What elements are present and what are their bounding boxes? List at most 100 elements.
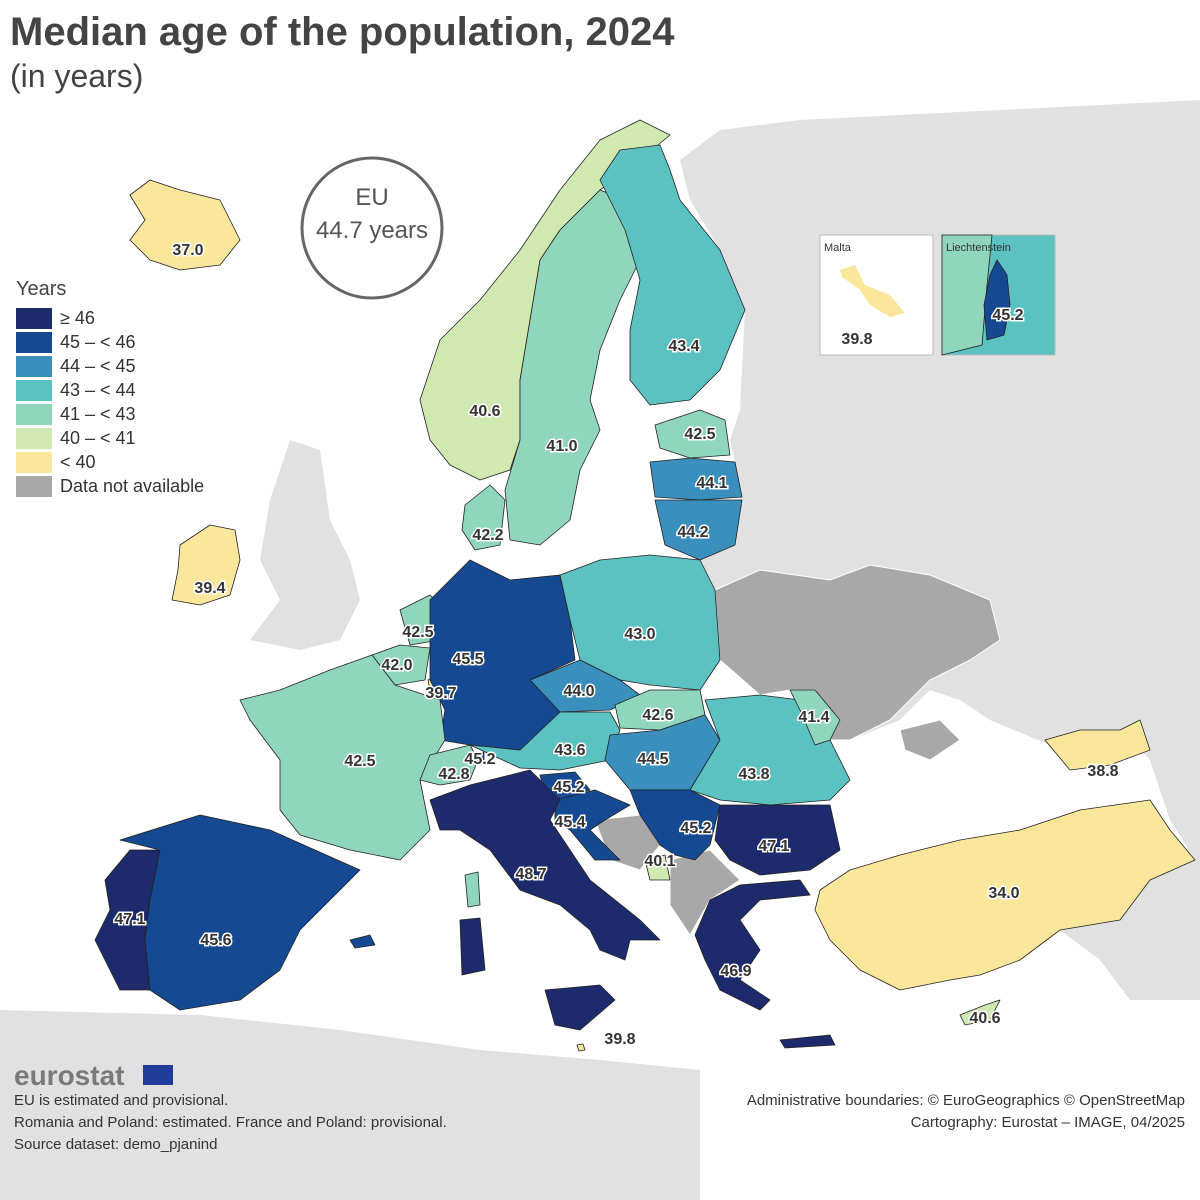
- region-value-label: 43.8: [738, 766, 769, 783]
- region-value-label: 46.9: [720, 963, 751, 980]
- legend: ≥ 46 45 – < 46 44 – < 45 43 – < 44 41 – < 43…: [16, 308, 204, 497]
- region: [419, 744, 479, 786]
- region-value-label: 39.8: [604, 1031, 635, 1048]
- eu-flag: [143, 1065, 173, 1085]
- region: [649, 457, 743, 501]
- credit: Administrative boundaries: © EuroGeograp…: [747, 1092, 1185, 1109]
- region-value-label: 44.0: [563, 683, 594, 700]
- region-value-label: 42.5: [684, 426, 715, 443]
- land-background: [250, 440, 360, 650]
- eu-label: EU: [355, 184, 388, 211]
- footnote: Romania and Poland: estimated. France an…: [14, 1114, 447, 1131]
- region-value-label: 42.6: [642, 707, 673, 724]
- region-value-label: 41.4: [798, 709, 829, 726]
- region-no-data: [899, 719, 961, 761]
- region: [239, 654, 446, 861]
- region-value-label: 38.8: [1087, 763, 1118, 780]
- region-value-label: 42.5: [402, 624, 433, 641]
- region-value-label: 42.0: [381, 657, 412, 674]
- region-value-label: 44.2: [677, 524, 708, 541]
- region: [1044, 719, 1151, 771]
- region-value-label: 45.5: [452, 651, 483, 668]
- region: [654, 409, 731, 459]
- region: [599, 144, 746, 406]
- region: [694, 879, 811, 1011]
- region-value-label: 40.1: [644, 853, 675, 870]
- region-value-label: 43.4: [668, 338, 699, 355]
- region: [554, 789, 631, 861]
- region-value-label: 45.6: [200, 932, 231, 949]
- inset-value: 45.2: [992, 307, 1023, 324]
- legend-swatch: [16, 404, 52, 425]
- region-value-label: 39.4: [194, 580, 225, 597]
- region-value-label: 42.8: [438, 766, 469, 783]
- legend-label: Data not available: [60, 476, 204, 496]
- region: [654, 499, 743, 561]
- regions: [94, 119, 1196, 1052]
- legend-label: ≥ 46: [60, 308, 95, 328]
- inset-region: [983, 259, 1011, 341]
- legend-swatch: [16, 476, 52, 497]
- legend-label: 41 – < 43: [60, 404, 136, 424]
- region: [789, 689, 841, 746]
- region: [504, 189, 641, 546]
- region-value-label: 42.2: [472, 527, 503, 544]
- region-no-data: [714, 564, 1001, 741]
- title: Median age of the population, 2024: [10, 10, 675, 54]
- legend-label: < 40: [60, 452, 96, 472]
- inset-value: 39.8: [841, 331, 872, 348]
- region: [576, 1043, 586, 1052]
- legend-label: 43 – < 44: [60, 380, 136, 400]
- legend-label: 44 – < 45: [60, 356, 136, 376]
- legend-title: Years: [16, 278, 66, 300]
- legend-label: 45 – < 46: [60, 332, 136, 352]
- land-background: [680, 100, 1200, 1000]
- region: [349, 934, 376, 949]
- region-value-label: 44.5: [637, 751, 668, 768]
- region: [119, 814, 361, 1011]
- region: [779, 1034, 836, 1049]
- region-value-label: 44.1: [696, 475, 727, 492]
- region-value-label: 47.1: [114, 911, 145, 928]
- region-value-label: 43.0: [624, 626, 655, 643]
- region: [129, 179, 241, 271]
- region-value-label: 39.7: [425, 685, 456, 702]
- region-value-label: 45.2: [680, 820, 711, 837]
- region-value-label: 47.1: [758, 838, 789, 855]
- region: [469, 711, 621, 771]
- legend-swatch: [16, 308, 52, 329]
- brand: eurostat: [14, 1060, 124, 1091]
- inset-name: Malta: [824, 242, 852, 254]
- region-value-label: 42.5: [344, 753, 375, 770]
- labels: 37.0 39.4 40.6 41.0 43.4 42.5 44.1 44.2 42.2 42.5…: [113, 241, 1120, 1050]
- legend-swatch: [16, 380, 52, 401]
- legend-swatch: [16, 332, 52, 353]
- region-value-label: 41.0: [546, 438, 577, 455]
- region: [477, 751, 485, 765]
- legend-swatch: [16, 452, 52, 473]
- region-value-label: 48.7: [515, 866, 546, 883]
- inset-region: [840, 265, 905, 317]
- region: [714, 804, 841, 876]
- legend-swatch: [16, 428, 52, 449]
- eu-badge: [300, 156, 444, 300]
- region: [544, 984, 616, 1031]
- region: [459, 917, 486, 976]
- region: [959, 999, 1001, 1026]
- region: [629, 789, 721, 861]
- region: [814, 799, 1196, 991]
- region: [644, 854, 671, 881]
- region: [171, 524, 241, 606]
- region-value-label: 40.6: [469, 403, 500, 420]
- legend-label: 40 – < 41: [60, 428, 136, 448]
- eu-value: 44.7 years: [316, 217, 428, 244]
- region-value-label: 43.6: [554, 742, 585, 759]
- inset-name: Liechtenstein: [946, 242, 1011, 254]
- subtitle: (in years): [10, 58, 143, 94]
- credit: Cartography: Eurostat – IMAGE, 04/2025: [911, 1114, 1185, 1131]
- footer: EU is estimated and provisional. Romania …: [14, 1092, 1185, 1153]
- region-value-label: 40.6: [969, 1010, 1000, 1027]
- region: [429, 769, 661, 961]
- footnote: EU is estimated and provisional.: [14, 1092, 228, 1109]
